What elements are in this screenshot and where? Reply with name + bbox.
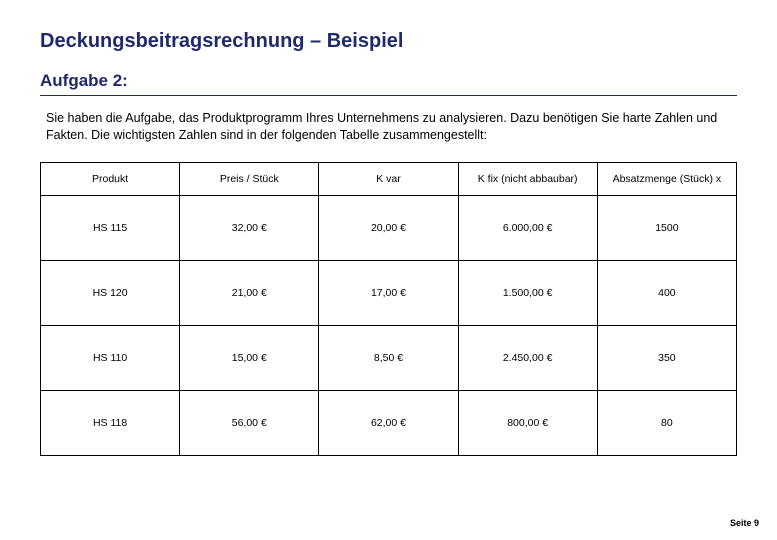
data-table: Produkt Preis / Stück K var K fix (nicht… [40, 162, 737, 456]
cell: 1500 [597, 195, 736, 260]
table-row: HS 118 56,00 € 62,00 € 800,00 € 80 [41, 390, 737, 455]
task-heading: Aufgabe 2: [40, 71, 737, 96]
col-preis: Preis / Stück [180, 162, 319, 195]
cell: 2.450,00 € [458, 325, 597, 390]
table-row: HS 115 32,00 € 20,00 € 6.000,00 € 1500 [41, 195, 737, 260]
cell: HS 115 [41, 195, 180, 260]
cell: 32,00 € [180, 195, 319, 260]
cell: 800,00 € [458, 390, 597, 455]
cell: 350 [597, 325, 736, 390]
cell: 1.500,00 € [458, 260, 597, 325]
cell: 8,50 € [319, 325, 458, 390]
cell: HS 110 [41, 325, 180, 390]
cell: 400 [597, 260, 736, 325]
col-kvar: K var [319, 162, 458, 195]
cell: 56,00 € [180, 390, 319, 455]
page-number: Seite 9 [730, 518, 759, 528]
cell: HS 118 [41, 390, 180, 455]
cell: HS 120 [41, 260, 180, 325]
cell: 15,00 € [180, 325, 319, 390]
page-title: Deckungsbeitragsrechnung – Beispiel [40, 30, 737, 53]
cell: 62,00 € [319, 390, 458, 455]
cell: 20,00 € [319, 195, 458, 260]
col-kfix: K fix (nicht abbaubar) [458, 162, 597, 195]
table-row: HS 110 15,00 € 8,50 € 2.450,00 € 350 [41, 325, 737, 390]
table-row: HS 120 21,00 € 17,00 € 1.500,00 € 400 [41, 260, 737, 325]
cell: 21,00 € [180, 260, 319, 325]
cell: 17,00 € [319, 260, 458, 325]
table-header-row: Produkt Preis / Stück K var K fix (nicht… [41, 162, 737, 195]
cell: 6.000,00 € [458, 195, 597, 260]
intro-text: Sie haben die Aufgabe, das Produktprogra… [40, 110, 737, 144]
col-produkt: Produkt [41, 162, 180, 195]
col-absatzmenge: Absatzmenge (Stück) x [597, 162, 736, 195]
cell: 80 [597, 390, 736, 455]
